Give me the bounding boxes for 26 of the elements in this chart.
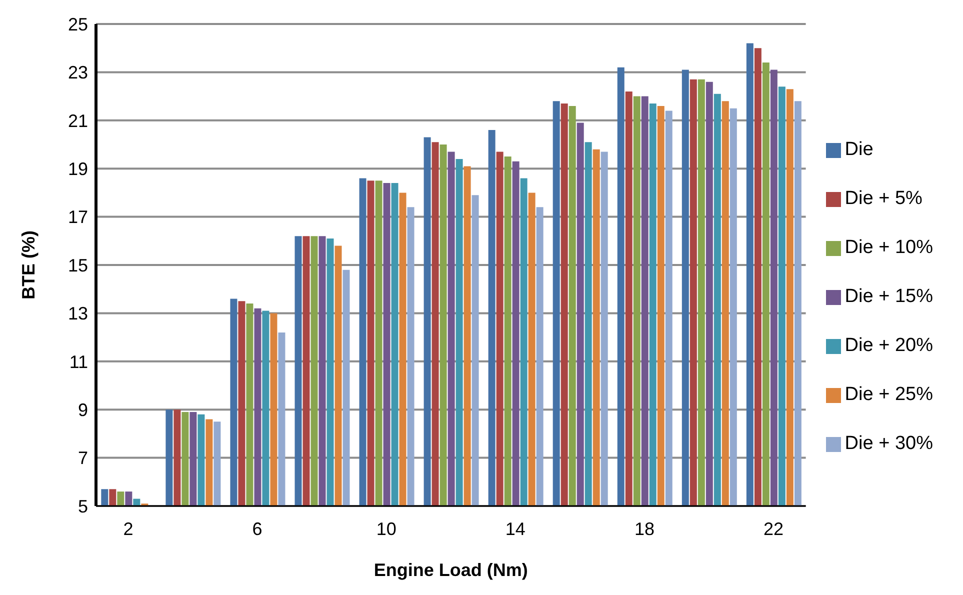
y-tick-label: 25: [68, 14, 88, 34]
y-tick-label: 5: [78, 496, 88, 516]
y-tick-label: 9: [78, 400, 88, 420]
x-tick-label: 10: [376, 518, 396, 539]
y-tick-label: 17: [68, 207, 88, 228]
x-tick-label: 2: [123, 518, 134, 539]
legend-label: Die + 20%: [844, 334, 933, 356]
y-tick-label: 7: [78, 448, 88, 468]
y-tick-label: 13: [68, 304, 88, 324]
legend-label: Die + 30%: [844, 432, 933, 454]
y-tick-label: 19: [68, 158, 88, 179]
legend-label: Die + 5%: [844, 188, 922, 208]
x-tick-label: 18: [634, 518, 654, 539]
y-tick-label: 15: [68, 255, 88, 276]
x-tick-label: 14: [505, 518, 526, 539]
legend-label: Die + 15%: [844, 286, 933, 306]
x-axis-title: Engine Load (Nm): [374, 560, 528, 580]
y-axis-title: BTE (%): [18, 230, 38, 300]
y-tick-label: 11: [69, 352, 88, 372]
x-tick-label: 6: [252, 518, 262, 539]
y-tick-label: 21: [68, 110, 88, 131]
legend-label: Die + 25%: [844, 384, 933, 404]
y-tick-label: 23: [68, 62, 88, 83]
legend-label: Die + 10%: [844, 236, 933, 258]
legend-label: Die: [844, 138, 874, 160]
x-tick-label: 22: [764, 518, 784, 539]
